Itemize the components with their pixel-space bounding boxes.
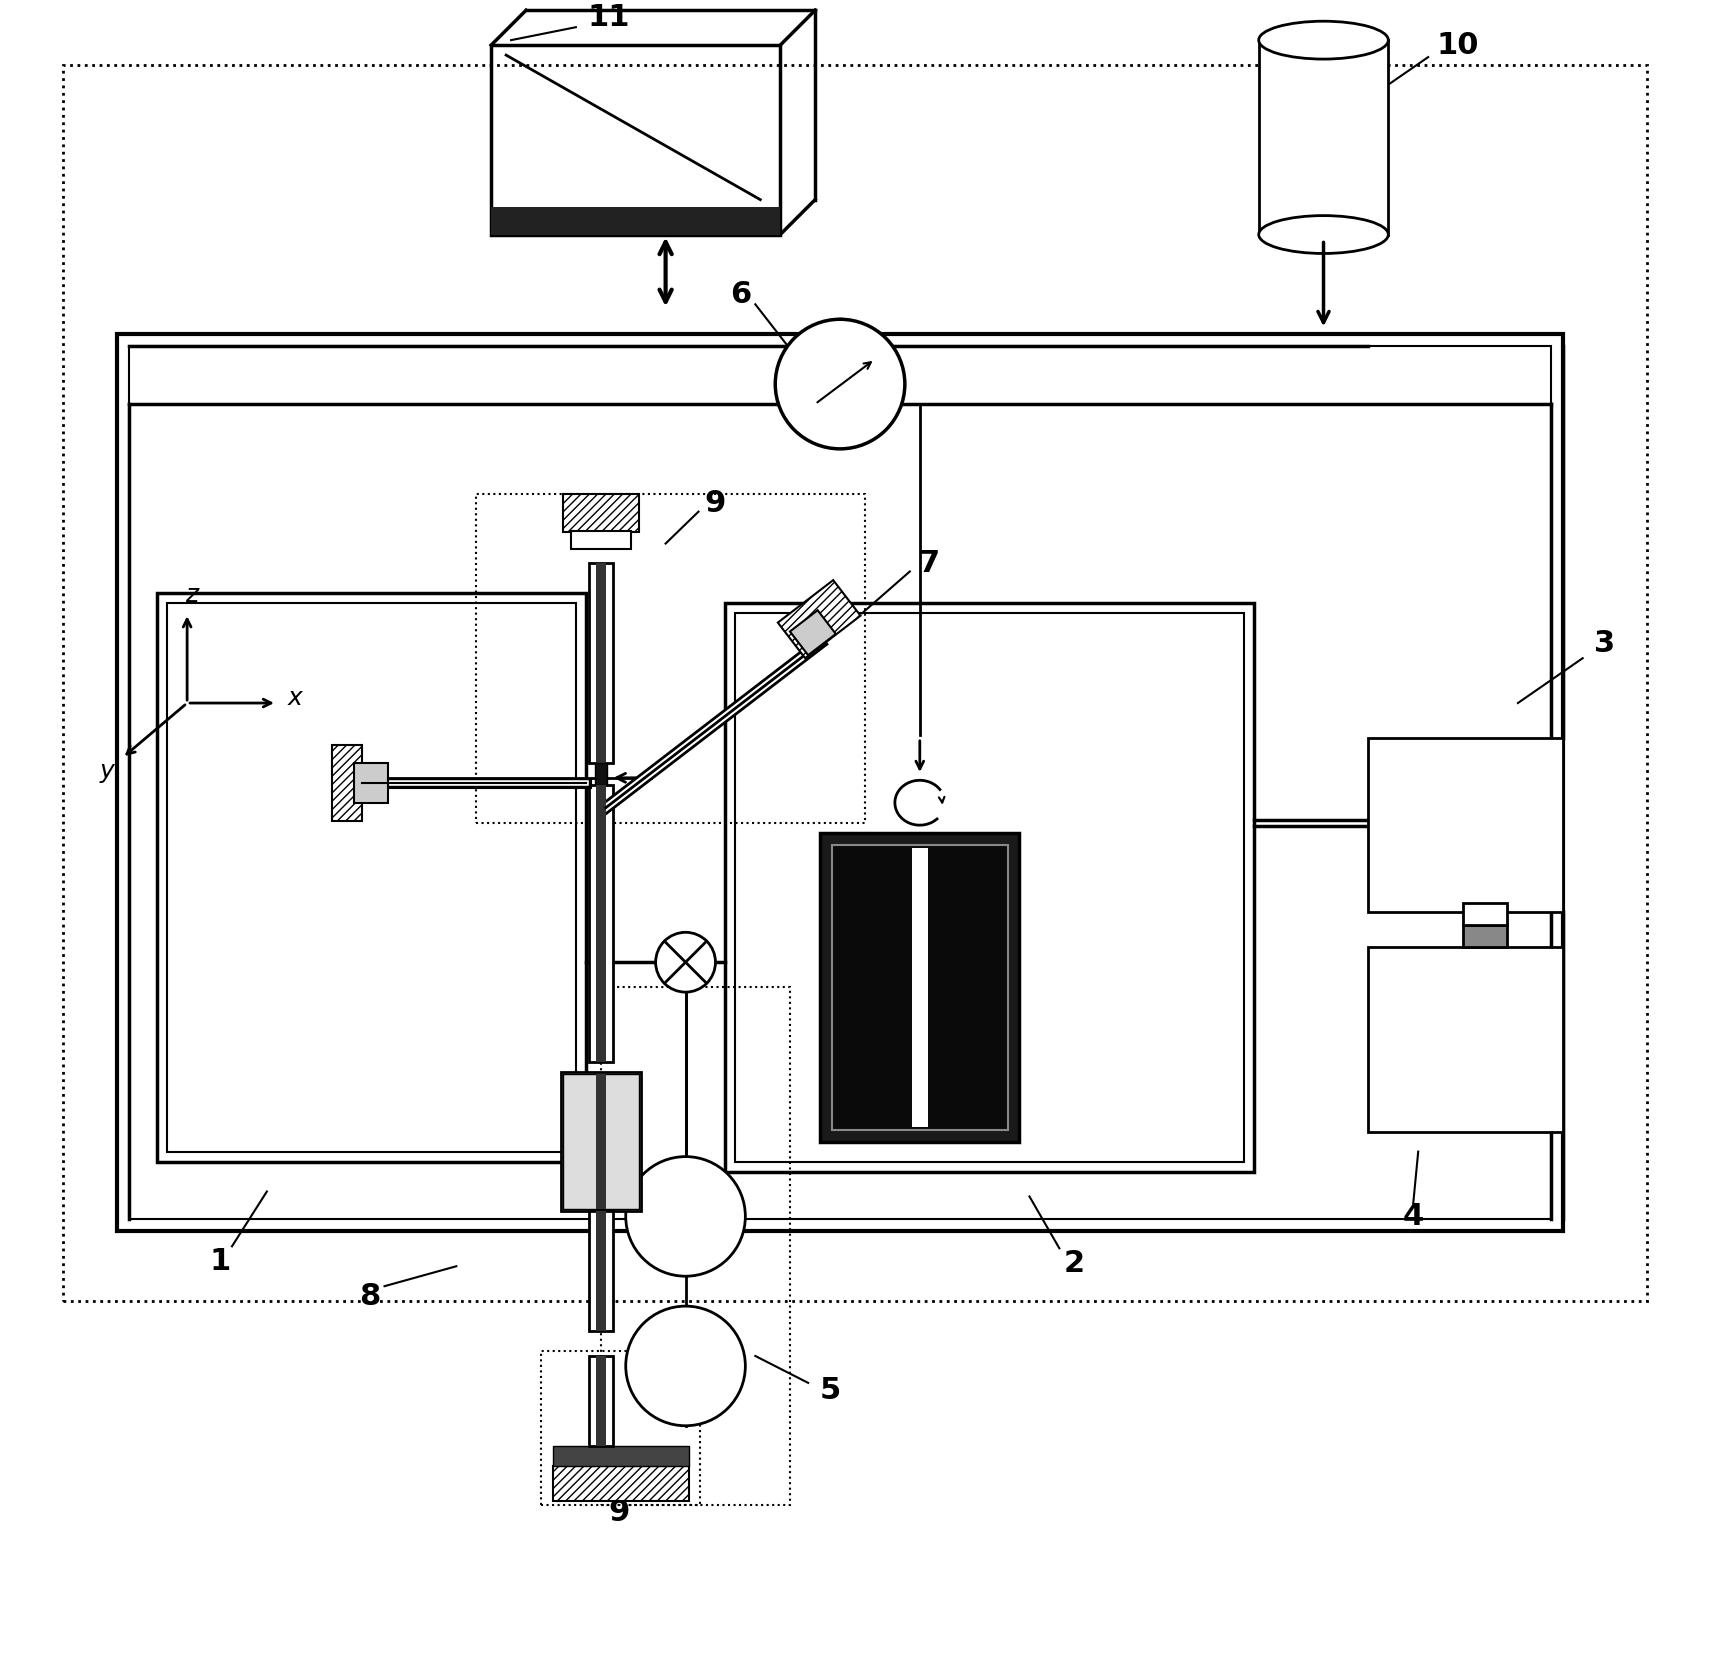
Bar [158,593,586,1162]
Text: 9: 9 [608,1497,630,1527]
Bar [832,845,1008,1130]
Bar [596,563,606,764]
Bar [541,1351,700,1506]
Bar [912,848,928,1127]
Bar [332,745,361,820]
Bar [820,833,1019,1142]
Bar [563,493,639,531]
Ellipse shape [1258,216,1388,254]
Text: 1: 1 [209,1247,231,1277]
Text: z: z [185,583,199,608]
Bar [130,347,1551,1220]
Bar [596,785,606,1062]
Bar [354,764,389,803]
Bar [118,334,1563,1232]
Bar [596,785,606,1062]
Bar [1464,903,1507,925]
Text: 9: 9 [705,490,726,518]
Bar [1464,925,1507,948]
Text: x: x [288,686,301,710]
Bar [596,1212,606,1331]
Bar [596,1212,606,1331]
Bar [476,493,865,823]
Text: 4: 4 [1402,1202,1424,1232]
Bar [589,1356,613,1446]
Bar [589,785,613,1062]
Text: 3: 3 [1594,629,1614,657]
Bar [563,1074,639,1210]
Bar [553,1446,688,1466]
Text: 2: 2 [1063,1248,1085,1278]
Ellipse shape [1258,22,1388,60]
Bar [736,613,1243,1162]
Text: 11: 11 [587,3,630,32]
Bar [589,1212,613,1331]
Bar [491,206,781,234]
Bar [553,1466,688,1501]
Text: 7: 7 [919,549,940,578]
Text: y: y [99,759,115,784]
Bar [63,65,1647,1301]
Bar [596,1074,606,1210]
Bar [596,1356,606,1446]
Bar [596,1356,606,1446]
Bar [562,1072,640,1212]
Bar [1258,40,1388,234]
Circle shape [776,319,906,448]
Bar [594,764,606,785]
Bar [601,988,791,1506]
Bar [726,603,1253,1172]
Text: 10: 10 [1436,30,1479,60]
Bar [570,531,630,548]
Circle shape [656,933,716,993]
Bar [168,603,575,1152]
Bar [589,563,613,764]
Bar [777,579,861,657]
Text: 8: 8 [360,1282,380,1311]
Bar [491,45,781,234]
Bar [1368,739,1563,913]
Bar [789,611,835,656]
Bar [1368,948,1563,1132]
Text: 6: 6 [729,281,752,309]
Text: 5: 5 [820,1376,841,1406]
Circle shape [625,1157,745,1277]
Circle shape [625,1306,745,1426]
